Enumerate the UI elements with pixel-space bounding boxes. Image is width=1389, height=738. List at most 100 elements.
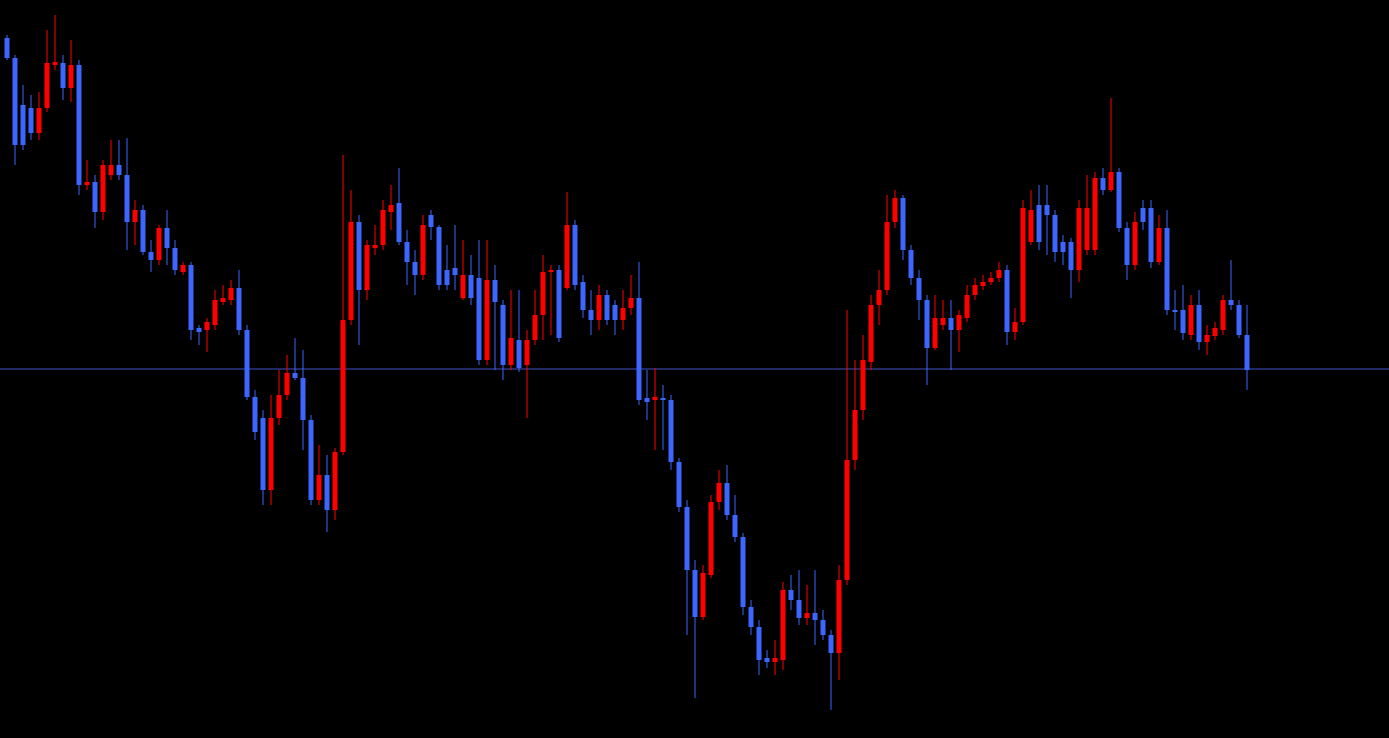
candle-body — [348, 222, 354, 320]
candle-body — [660, 398, 666, 400]
candle-body — [980, 282, 986, 286]
candle-body — [340, 320, 346, 452]
candle-body — [628, 298, 634, 308]
candle-body — [508, 338, 514, 365]
candle-body — [676, 462, 682, 507]
candle-body — [1092, 178, 1098, 250]
candle-body — [372, 245, 378, 248]
candle-body — [844, 460, 850, 580]
candle-body — [284, 373, 290, 395]
candle-body — [1036, 205, 1042, 242]
candle-body — [868, 305, 874, 362]
candle-body — [916, 278, 922, 300]
candle-body — [468, 275, 474, 298]
candle-body — [1124, 228, 1130, 265]
candle-body — [692, 570, 698, 617]
candle-body — [636, 298, 642, 400]
candle-body — [164, 228, 170, 248]
candle-body — [140, 210, 146, 252]
candle-body — [204, 322, 210, 330]
candle-body — [300, 378, 306, 420]
candle-body — [420, 225, 426, 275]
candle-body — [148, 252, 154, 260]
candle-body — [276, 395, 282, 418]
candle-body — [268, 418, 274, 490]
candle-body — [484, 280, 490, 360]
candle-body — [748, 607, 754, 627]
candle-body — [1068, 242, 1074, 270]
candle-body — [52, 62, 58, 65]
candle-body — [404, 242, 410, 262]
candle-body — [356, 222, 362, 290]
candle-body — [476, 278, 482, 360]
candle-body — [380, 210, 386, 245]
candle-body — [1196, 305, 1202, 342]
candle-body — [876, 290, 882, 305]
candle-body — [1044, 205, 1050, 215]
candle-body — [172, 248, 178, 270]
candle-body — [644, 398, 650, 402]
candle-body — [1236, 305, 1242, 335]
candle-body — [524, 340, 530, 365]
candle-body — [612, 305, 618, 320]
candle-body — [700, 573, 706, 617]
candle-body — [180, 265, 186, 272]
candle-body — [604, 295, 610, 320]
candle-body — [1220, 300, 1226, 330]
candle-body — [1188, 305, 1194, 335]
candle-body — [36, 108, 42, 133]
candle-body — [492, 280, 498, 302]
candle-body — [100, 165, 106, 212]
candle-body — [396, 203, 402, 242]
candle-body — [412, 262, 418, 275]
candle-body — [220, 298, 226, 302]
candle-body — [956, 315, 962, 330]
candle-body — [28, 108, 34, 133]
candle-body — [860, 360, 866, 410]
candle-body — [892, 198, 898, 222]
candle-body — [1132, 222, 1138, 265]
candle-body — [588, 310, 594, 320]
candle-body — [596, 295, 602, 320]
candle-body — [1108, 172, 1114, 190]
candle-body — [812, 613, 818, 620]
candle-body — [988, 278, 994, 282]
candle-body — [924, 300, 930, 348]
candle-body — [236, 288, 242, 330]
candle-body — [68, 65, 74, 88]
candle-body — [1156, 228, 1162, 262]
candle-body — [548, 270, 554, 272]
candle-body — [724, 483, 730, 515]
candle-body — [244, 330, 250, 397]
candle-body — [452, 268, 458, 275]
candle-body — [4, 38, 10, 58]
candle-body — [1204, 335, 1210, 342]
candle-body — [908, 250, 914, 278]
candle-body — [972, 285, 978, 295]
candle-body — [332, 452, 338, 510]
candle-body — [500, 305, 506, 365]
candle-body — [428, 215, 434, 227]
candle-body — [364, 245, 370, 290]
candle-body — [572, 225, 578, 285]
candle-body — [1020, 208, 1026, 322]
candle-body — [796, 600, 802, 618]
candle-body — [788, 590, 794, 600]
candle-body — [20, 105, 26, 145]
candle-body — [132, 210, 138, 222]
candle-body — [940, 318, 946, 325]
candle-body — [772, 658, 778, 662]
candle-body — [564, 225, 570, 288]
candle-body — [556, 270, 562, 338]
candle-body — [1052, 215, 1058, 252]
candle-body — [708, 502, 714, 575]
candle-body — [260, 418, 266, 490]
candle-body — [12, 58, 18, 145]
candle-body — [684, 507, 690, 570]
candle-body — [292, 373, 298, 378]
candle-body — [1212, 328, 1218, 336]
candle-body — [932, 318, 938, 348]
candle-body — [60, 63, 66, 88]
candle-body — [948, 318, 954, 330]
candle-body — [1116, 172, 1122, 228]
